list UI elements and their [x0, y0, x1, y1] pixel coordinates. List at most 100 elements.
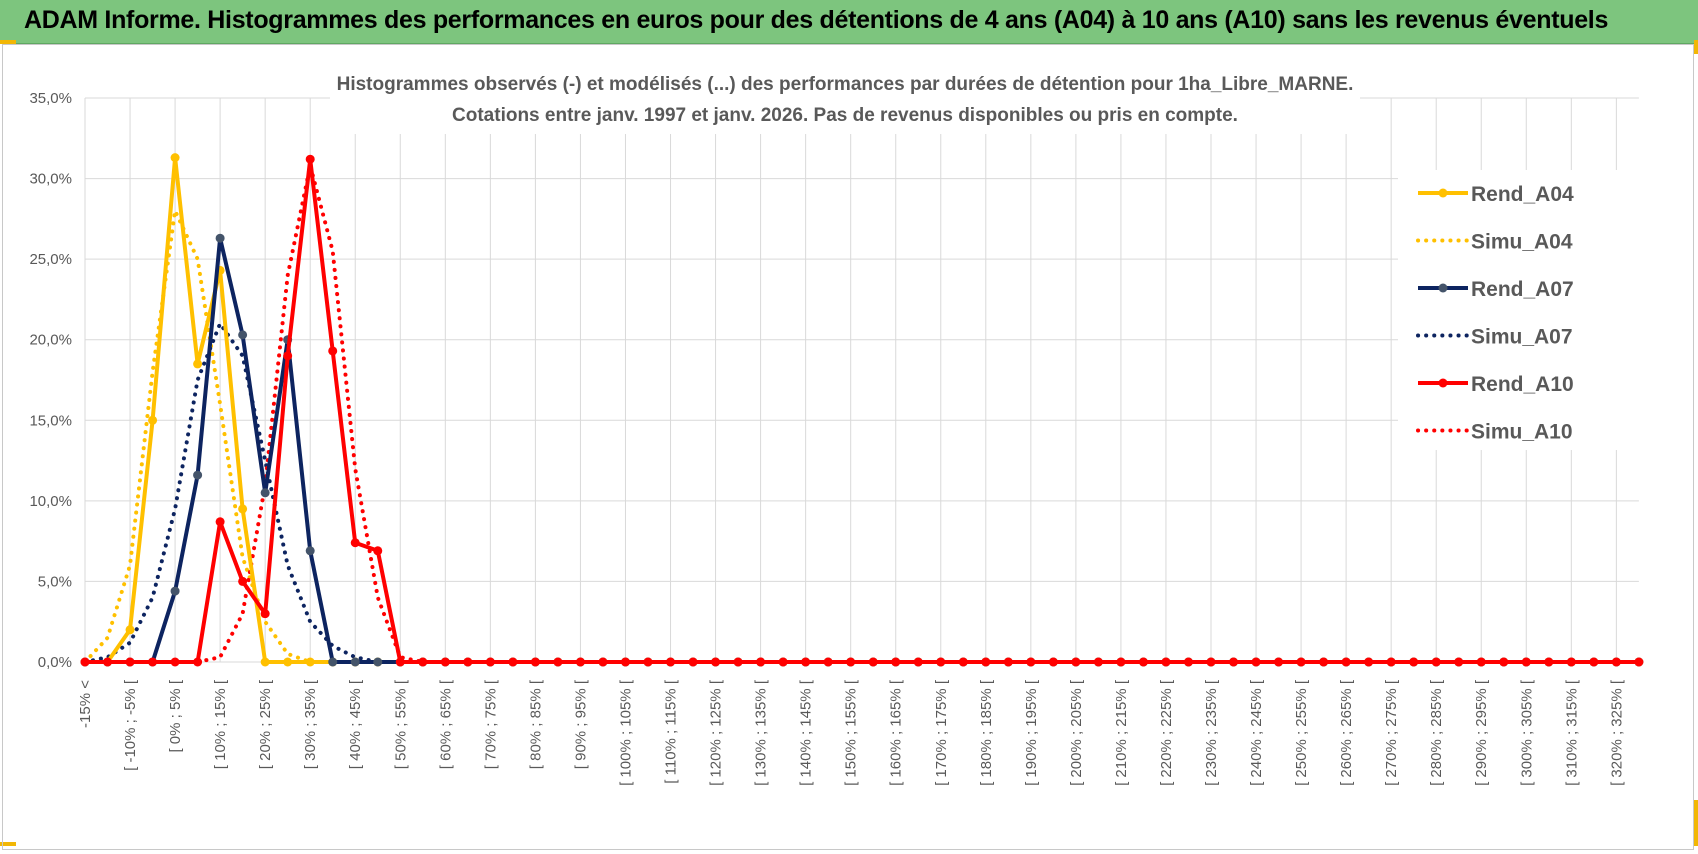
data-point	[1229, 657, 1239, 667]
x-tick-label: [ 240% ; 245% [	[1248, 679, 1265, 786]
data-point	[1589, 657, 1599, 667]
data-point	[350, 657, 360, 667]
corner-accent-bottom-left	[0, 842, 16, 846]
data-point	[305, 546, 315, 556]
data-point	[1048, 657, 1058, 667]
data-point	[711, 657, 721, 667]
data-point	[1183, 657, 1193, 667]
x-tick-label: [ 230% ; 235% [	[1203, 679, 1220, 786]
data-point	[981, 657, 991, 667]
legend-marker	[1438, 283, 1448, 293]
chart-title-line-2: Cotations entre janv. 1997 et janv. 2026…	[452, 105, 1238, 126]
data-point	[305, 657, 315, 667]
data-point	[148, 657, 158, 667]
x-tick-label: [ 60% ; 65% [	[437, 679, 454, 769]
data-point	[1544, 657, 1554, 667]
data-point	[238, 330, 248, 340]
data-point	[936, 657, 946, 667]
data-point	[1138, 657, 1148, 667]
x-tick-label: [ 120% ; 125% [	[708, 679, 725, 786]
data-point	[1476, 657, 1486, 667]
legend-label: Rend_A07	[1471, 278, 1574, 301]
data-point	[1003, 657, 1013, 667]
x-tick-label: [ 110% ; 115% [	[663, 679, 680, 784]
legend-label: Simu_A04	[1471, 231, 1573, 254]
data-point	[260, 609, 270, 619]
data-point	[1071, 657, 1081, 667]
legend-background	[1398, 170, 1646, 450]
series-layer	[80, 153, 1644, 667]
data-point	[553, 657, 563, 667]
x-tick-label: [ 150% ; 155% [	[843, 679, 860, 786]
x-tick-label: [ 160% ; 165% [	[888, 679, 905, 786]
corner-accent-top-right	[1694, 40, 1698, 54]
data-point	[1026, 657, 1036, 667]
data-point	[598, 657, 608, 667]
data-point	[643, 657, 653, 667]
data-point	[733, 657, 743, 667]
data-point	[1454, 657, 1464, 667]
data-point	[440, 657, 450, 667]
data-point	[260, 657, 270, 667]
data-point	[485, 657, 495, 667]
data-point	[1521, 657, 1531, 667]
data-point	[1499, 657, 1509, 667]
data-point	[103, 657, 113, 667]
data-point	[80, 657, 90, 667]
data-point	[350, 538, 360, 548]
data-point	[328, 346, 338, 356]
x-tick-label: [ 30% ; 35% [	[302, 679, 319, 769]
x-tick-label: [ 180% ; 185% [	[978, 679, 995, 786]
data-point	[125, 625, 135, 635]
data-point	[418, 657, 428, 667]
data-point	[1611, 657, 1621, 667]
data-point	[238, 504, 248, 514]
chart-title-line-1: Histogrammes observés (-) et modélisés (…	[337, 74, 1354, 95]
x-tick-label: [ -10% ; -5% [	[122, 679, 139, 771]
data-point	[170, 586, 180, 596]
data-point	[1251, 657, 1261, 667]
data-point	[1341, 657, 1351, 667]
data-point	[891, 657, 901, 667]
x-tick-label: [ 280% ; 285% [	[1428, 679, 1445, 786]
report-banner: ADAM Informe. Histogrammes des performan…	[0, 0, 1698, 44]
y-tick-label: 25,0%	[29, 251, 72, 268]
data-point	[170, 657, 180, 667]
chart-title-background	[330, 62, 1360, 134]
x-tick-label: [ 320% ; 325% [	[1608, 679, 1625, 786]
x-tick-label: [ 10% ; 15% [	[212, 679, 229, 769]
data-point	[801, 657, 811, 667]
x-tick-label: [ 300% ; 305% [	[1518, 679, 1535, 786]
legend-marker	[1438, 378, 1448, 388]
data-point	[688, 657, 698, 667]
data-point	[125, 657, 135, 667]
data-point	[1634, 657, 1644, 667]
data-point	[1431, 657, 1441, 667]
data-point	[666, 657, 676, 667]
x-tick-label: -15% <	[77, 680, 94, 728]
y-tick-label: 10,0%	[29, 493, 72, 510]
data-point	[1093, 657, 1103, 667]
data-point	[823, 657, 833, 667]
data-point	[373, 657, 383, 667]
data-point	[373, 546, 383, 556]
grid	[84, 97, 1639, 663]
data-point	[575, 657, 585, 667]
x-tick-label: [ 200% ; 205% [	[1068, 679, 1085, 786]
data-point	[215, 517, 225, 527]
data-point	[328, 657, 338, 667]
data-point	[305, 154, 315, 164]
chart-frame	[2, 44, 1694, 850]
data-point	[1566, 657, 1576, 667]
x-tick-label: [ 50% ; 55% [	[392, 679, 409, 769]
data-point	[283, 657, 293, 667]
x-tick-label: [ 80% ; 85% [	[527, 679, 544, 769]
data-point	[1296, 657, 1306, 667]
corner-accent-top-left	[0, 40, 16, 44]
data-point	[868, 657, 878, 667]
corner-accent-bottom-right	[1694, 800, 1698, 846]
legend-label: Rend_A10	[1471, 373, 1574, 396]
y-tick-label: 15,0%	[29, 412, 72, 429]
data-point	[756, 657, 766, 667]
